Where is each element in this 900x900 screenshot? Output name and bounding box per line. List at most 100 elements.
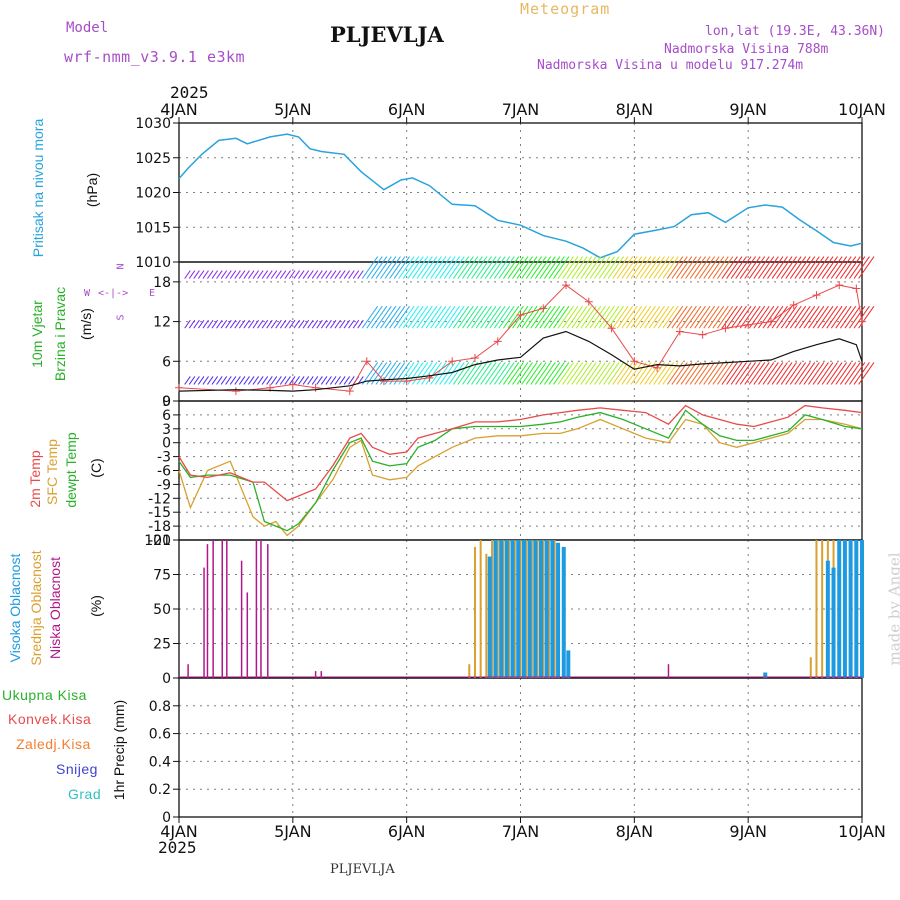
wind-barb	[625, 362, 643, 385]
wind-barb	[817, 305, 834, 329]
wind-barb	[293, 319, 300, 329]
wind-barb	[712, 256, 729, 279]
wind-barb	[352, 270, 360, 279]
wind-barb	[389, 305, 406, 329]
wind-barb	[739, 362, 757, 385]
wind-gust-marker	[470, 353, 479, 362]
wind-barb	[557, 362, 574, 385]
wind-barb	[534, 256, 552, 279]
wind-barb	[489, 305, 506, 329]
year-bottom-label: 2025	[158, 838, 197, 857]
wind-barb	[644, 256, 661, 279]
wind-barb	[835, 256, 852, 279]
wind-barb	[735, 256, 752, 279]
wind-barb	[229, 319, 237, 329]
wind-gust-marker	[231, 387, 240, 396]
wind-barb	[489, 256, 506, 279]
mid-cloud-bar	[473, 546, 476, 678]
low-cloud-bar	[267, 544, 269, 678]
wind-barb	[826, 362, 843, 385]
high-cloud-bar	[533, 540, 538, 678]
wind-barb	[525, 362, 543, 385]
wind-gust-line	[178, 284, 863, 392]
wind-barb	[580, 362, 597, 385]
x-tick-label-bottom: 5JAN	[274, 822, 312, 841]
wind-gust-marker	[584, 297, 593, 306]
mid-cloud-bar	[809, 657, 812, 678]
wind-barb	[603, 362, 620, 385]
wind-barb	[493, 305, 511, 329]
precip-legend-total-rain: Ukupna Kisa	[2, 687, 87, 703]
low-cloud-bar	[320, 671, 323, 678]
wind-barb	[193, 319, 200, 329]
x-tick-label-bottom: 6JAN	[388, 822, 426, 841]
wind-barb	[744, 362, 761, 385]
wind-barb	[184, 319, 191, 329]
wind-barb	[630, 362, 647, 385]
high-cloud-bar	[521, 540, 526, 678]
wind-barb	[635, 256, 652, 279]
wind-barb	[243, 270, 250, 279]
wind-barb	[817, 362, 834, 385]
wind-barb	[785, 362, 802, 385]
x-tick-label-bottom: 7JAN	[502, 822, 540, 841]
wind-barb	[507, 362, 524, 385]
wind-barb	[589, 305, 606, 329]
wind-barb	[808, 305, 825, 329]
wind-barb	[721, 256, 738, 279]
wind-barb	[334, 270, 341, 279]
mid-cloud-bar	[547, 540, 550, 678]
wind-gust-marker	[721, 324, 730, 333]
wind-barb	[425, 305, 442, 329]
wind-barb	[257, 376, 264, 385]
wind-barb	[197, 319, 205, 329]
wind-barb	[849, 256, 866, 279]
wind-barb	[270, 319, 278, 329]
wind-barb	[366, 305, 383, 329]
wind-barb	[625, 305, 643, 329]
model-run-label: wrf-nmm_v3.9.1 e3km	[64, 48, 246, 66]
wind-barb	[662, 305, 679, 329]
high-cloud-bar	[854, 540, 859, 678]
wind-barb	[507, 305, 524, 329]
direction-legend-arrows: <-|->	[98, 288, 129, 299]
x-tick-label-top: 9JAN	[729, 100, 767, 119]
y-tick-label: -9	[157, 477, 171, 493]
precip-legend-snow: Snijeg	[56, 761, 98, 777]
wind-barb	[580, 305, 597, 329]
wind-barb	[571, 256, 588, 279]
wind-barb	[780, 362, 797, 385]
wind-barb	[421, 362, 438, 385]
wind-barb	[789, 305, 807, 329]
wind-gust-marker	[698, 330, 707, 339]
wind-barb	[425, 256, 442, 279]
low-cloud-bar	[221, 540, 224, 678]
y-tick-label: 6	[162, 354, 171, 370]
wind-barb	[421, 305, 438, 329]
wind-barb	[621, 362, 638, 385]
wind-barb	[252, 319, 260, 329]
wind-barb	[630, 305, 647, 329]
wind-barb	[794, 256, 811, 279]
wind-barb	[284, 376, 291, 385]
wind-barb	[762, 305, 779, 329]
wind-barb	[603, 256, 620, 279]
wind-barb	[184, 376, 191, 385]
wind-barb	[803, 305, 820, 329]
y-tick-label: 1030	[135, 116, 171, 132]
direction-legend-w: W	[84, 288, 91, 299]
wind-barb	[785, 256, 802, 279]
wind-barb	[676, 256, 693, 279]
wind-barb	[238, 270, 246, 279]
wind-barb	[571, 305, 588, 329]
wind-barb	[662, 256, 679, 279]
wind-barb	[566, 305, 583, 329]
wind-gust-marker	[362, 357, 371, 366]
x-tick-label-bottom: 4JAN	[160, 822, 198, 841]
wind-barb	[416, 256, 433, 279]
wind-barb	[512, 362, 529, 385]
wind-barb	[730, 256, 747, 279]
wind-barb	[257, 319, 264, 329]
wind-barb	[434, 305, 451, 329]
wind-barb	[411, 362, 429, 385]
